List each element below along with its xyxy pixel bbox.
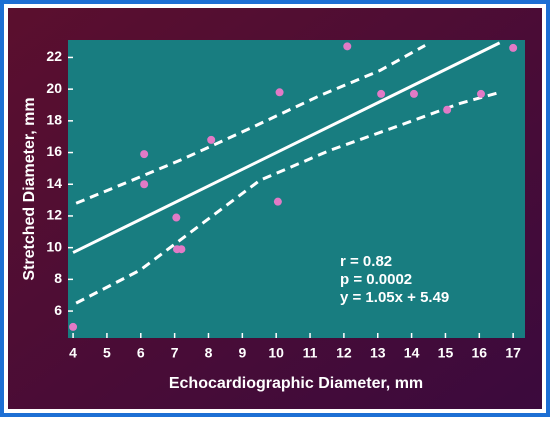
point [207, 135, 216, 144]
x-tick-label: 14 [404, 345, 420, 361]
point [409, 89, 418, 98]
y-tick-label: 10 [46, 238, 62, 254]
annotation: y = 1.05x + 5.49 [340, 289, 449, 306]
y-tick-label: 16 [46, 143, 62, 159]
y-tick-label: 20 [46, 80, 62, 96]
plot-area [68, 40, 525, 338]
x-tick-label: 15 [438, 345, 454, 361]
point [377, 89, 386, 98]
x-tick-label: 5 [103, 345, 111, 361]
x-tick-label: 8 [205, 345, 213, 361]
y-tick-label: 12 [46, 207, 62, 223]
x-tick-label: 11 [303, 345, 318, 361]
x-tick-label: 4 [69, 345, 77, 361]
point [443, 105, 452, 114]
x-tick-label: 7 [171, 345, 179, 361]
y-tick-label: 8 [54, 270, 62, 286]
x-tick-label: 6 [137, 345, 145, 361]
point [273, 197, 282, 206]
x-tick-label: 17 [505, 345, 521, 361]
point [140, 150, 149, 159]
y-axis-title: Stretched Diameter, mm [21, 97, 38, 280]
point [177, 245, 186, 254]
point [140, 180, 149, 189]
y-tick-label: 14 [46, 175, 62, 191]
point [69, 322, 78, 331]
confidence-band [75, 44, 426, 205]
x-tick-label: 10 [268, 345, 284, 361]
annotation: r = 0.82 [340, 253, 392, 270]
y-tick-label: 18 [46, 112, 62, 128]
point [172, 213, 181, 222]
point [476, 89, 485, 98]
annotation: p = 0.0002 [340, 271, 412, 288]
x-tick-label: 16 [472, 345, 488, 361]
point [509, 43, 518, 52]
point [275, 88, 284, 97]
y-tick-label: 6 [54, 302, 62, 318]
x-tick-label: 12 [336, 345, 352, 361]
x-axis-title: Echocardiographic Diameter, mm [169, 375, 423, 392]
y-tick-label: 22 [46, 48, 62, 64]
x-tick-label: 9 [238, 345, 246, 361]
x-tick-label: 13 [370, 345, 386, 361]
point [343, 42, 352, 51]
regression-line [72, 41, 501, 254]
